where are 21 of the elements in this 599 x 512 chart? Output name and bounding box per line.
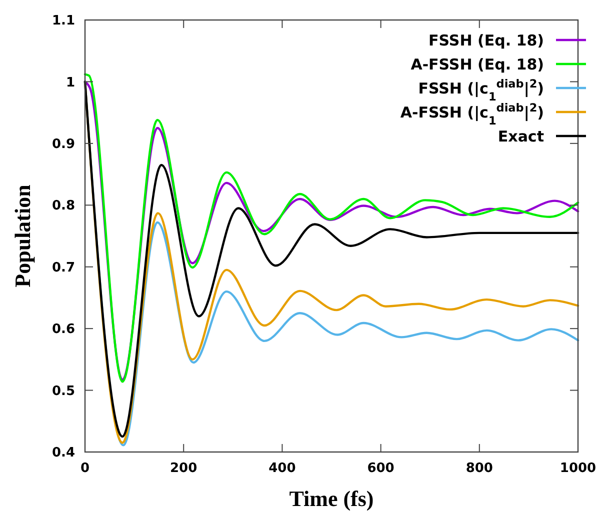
x-tick-label: 800 [466,461,493,476]
y-tick-label: 0.6 [52,322,75,338]
x-tick-label: 0 [80,461,90,476]
legend-label: FSSH (|c$_{1}$$^{diab}$|$^{2}$) [418,76,544,103]
x-axis-title: Time (fs) [289,486,374,511]
legend-label: A-FSSH (Eq. 18) [410,55,544,74]
x-tick-label: 400 [268,461,296,476]
y-tick-label: 0.5 [52,384,75,399]
y-tick-label: 0.9 [52,136,75,152]
y-tick-label: 0.8 [52,198,75,214]
x-tick-label: 200 [170,461,198,476]
y-axis-title: Population [10,184,35,288]
y-tick-label: 0.4 [52,446,75,461]
x-tick-label: 600 [367,461,394,476]
legend-label: Exact [498,127,544,146]
legend-label: FSSH (Eq. 18) [428,31,544,50]
x-tick-label: 1000 [560,461,596,476]
legend-label: A-FSSH (|c$_{1}$$^{diab}$|$^{2}$) [400,100,544,127]
y-tick-label: 1 [66,75,75,90]
y-tick-label: 1.1 [52,14,75,29]
y-tick-label: 0.7 [52,260,75,276]
